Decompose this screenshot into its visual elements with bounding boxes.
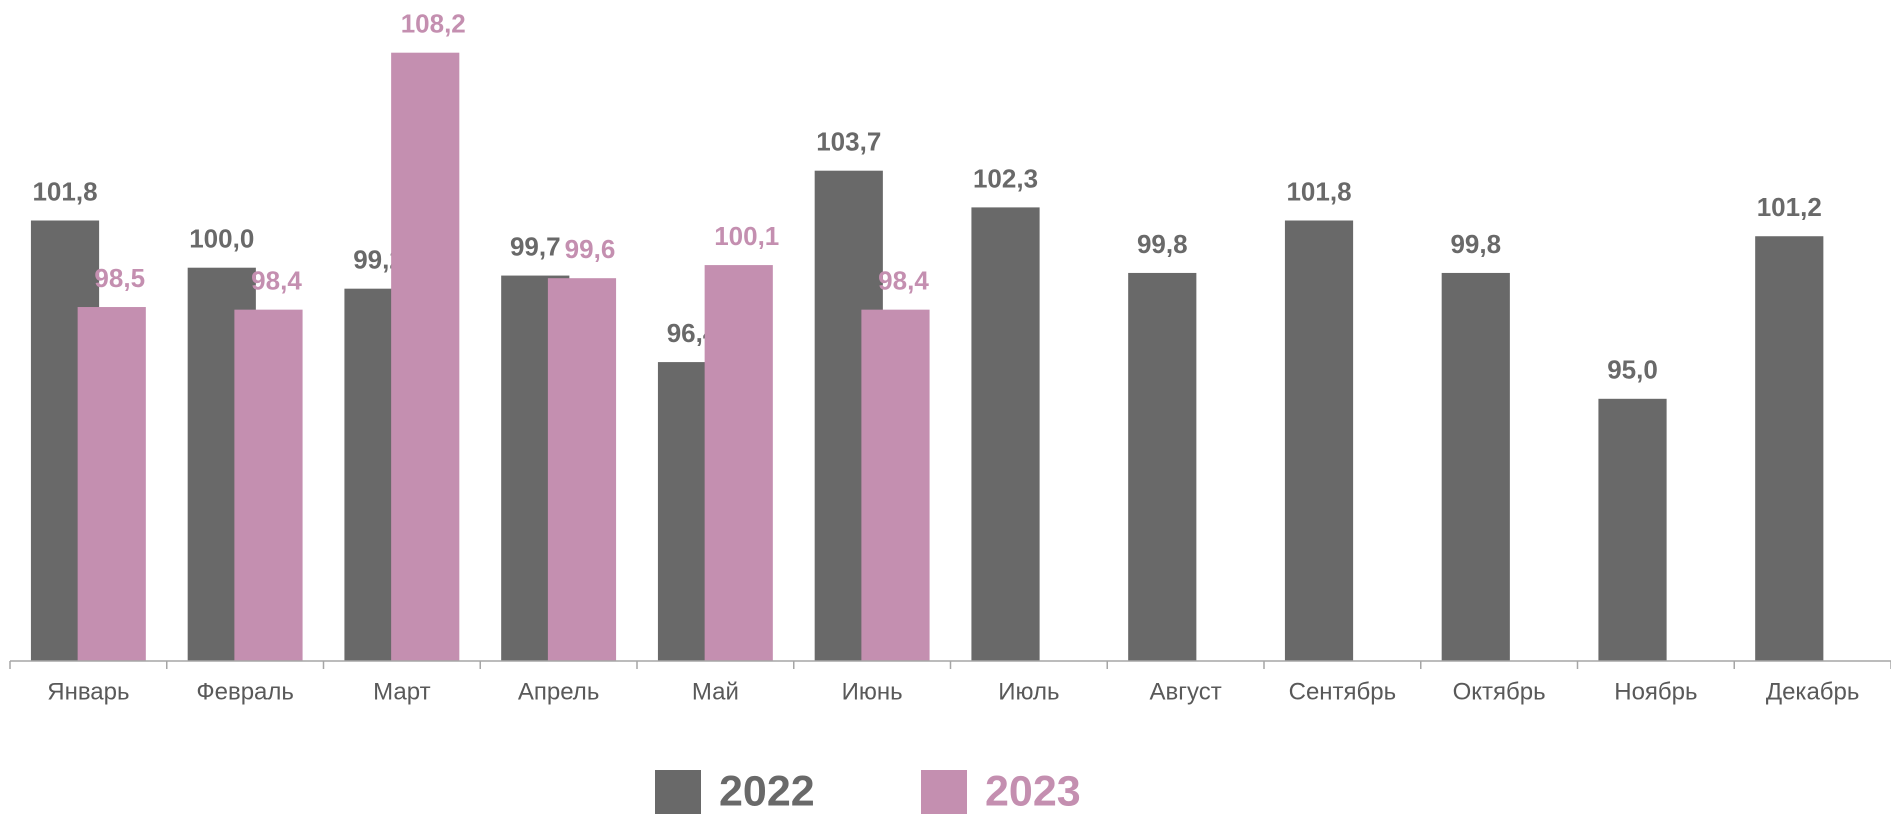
bar bbox=[1755, 236, 1824, 661]
legend-label: 2023 bbox=[985, 767, 1081, 814]
value-label: 103,7 bbox=[816, 127, 881, 157]
value-label: 95,0 bbox=[1607, 355, 1658, 385]
legend-swatch bbox=[655, 770, 701, 814]
value-label: 101,8 bbox=[1286, 176, 1351, 206]
x-tick-label: Сентябрь bbox=[1289, 678, 1397, 705]
value-label: 102,3 bbox=[973, 163, 1038, 193]
value-label: 108,2 bbox=[401, 9, 466, 39]
value-label: 98,4 bbox=[878, 266, 929, 296]
value-label: 99,6 bbox=[565, 234, 616, 264]
bar bbox=[1284, 220, 1354, 661]
x-tick-label: Январь bbox=[47, 678, 129, 705]
value-label: 98,5 bbox=[94, 263, 145, 293]
x-tick-label: Февраль bbox=[196, 678, 294, 705]
x-tick-label: Ноябрь bbox=[1614, 678, 1697, 705]
bar bbox=[971, 207, 1040, 662]
x-tick-label: Апрель bbox=[518, 678, 599, 705]
bar bbox=[1441, 272, 1510, 661]
value-label: 99,8 bbox=[1137, 229, 1188, 259]
x-tick-label: Май bbox=[692, 678, 739, 705]
x-tick-label: Июнь bbox=[842, 678, 903, 705]
x-tick-label: Октябрь bbox=[1453, 678, 1546, 705]
value-label: 98,4 bbox=[251, 266, 302, 296]
x-tick-label: Июль bbox=[998, 678, 1059, 705]
bar bbox=[234, 309, 303, 661]
bar bbox=[547, 278, 617, 661]
x-tick-label: Март bbox=[373, 678, 430, 705]
bar bbox=[391, 52, 460, 662]
legend-label: 2022 bbox=[719, 767, 815, 814]
value-label: 99,7 bbox=[510, 231, 561, 261]
bar bbox=[77, 307, 146, 661]
x-tick-label: Август bbox=[1150, 678, 1222, 705]
legend-swatch bbox=[921, 770, 967, 814]
bar bbox=[1128, 272, 1197, 661]
bar bbox=[704, 265, 773, 661]
value-label: 100,0 bbox=[189, 224, 254, 254]
bar bbox=[861, 309, 930, 661]
value-label: 101,8 bbox=[32, 176, 97, 206]
value-label: 99,8 bbox=[1450, 229, 1501, 259]
value-label: 101,2 bbox=[1757, 192, 1822, 222]
value-label: 100,1 bbox=[714, 221, 779, 251]
x-tick-label: Декабрь bbox=[1766, 678, 1860, 705]
bar bbox=[1598, 398, 1667, 661]
